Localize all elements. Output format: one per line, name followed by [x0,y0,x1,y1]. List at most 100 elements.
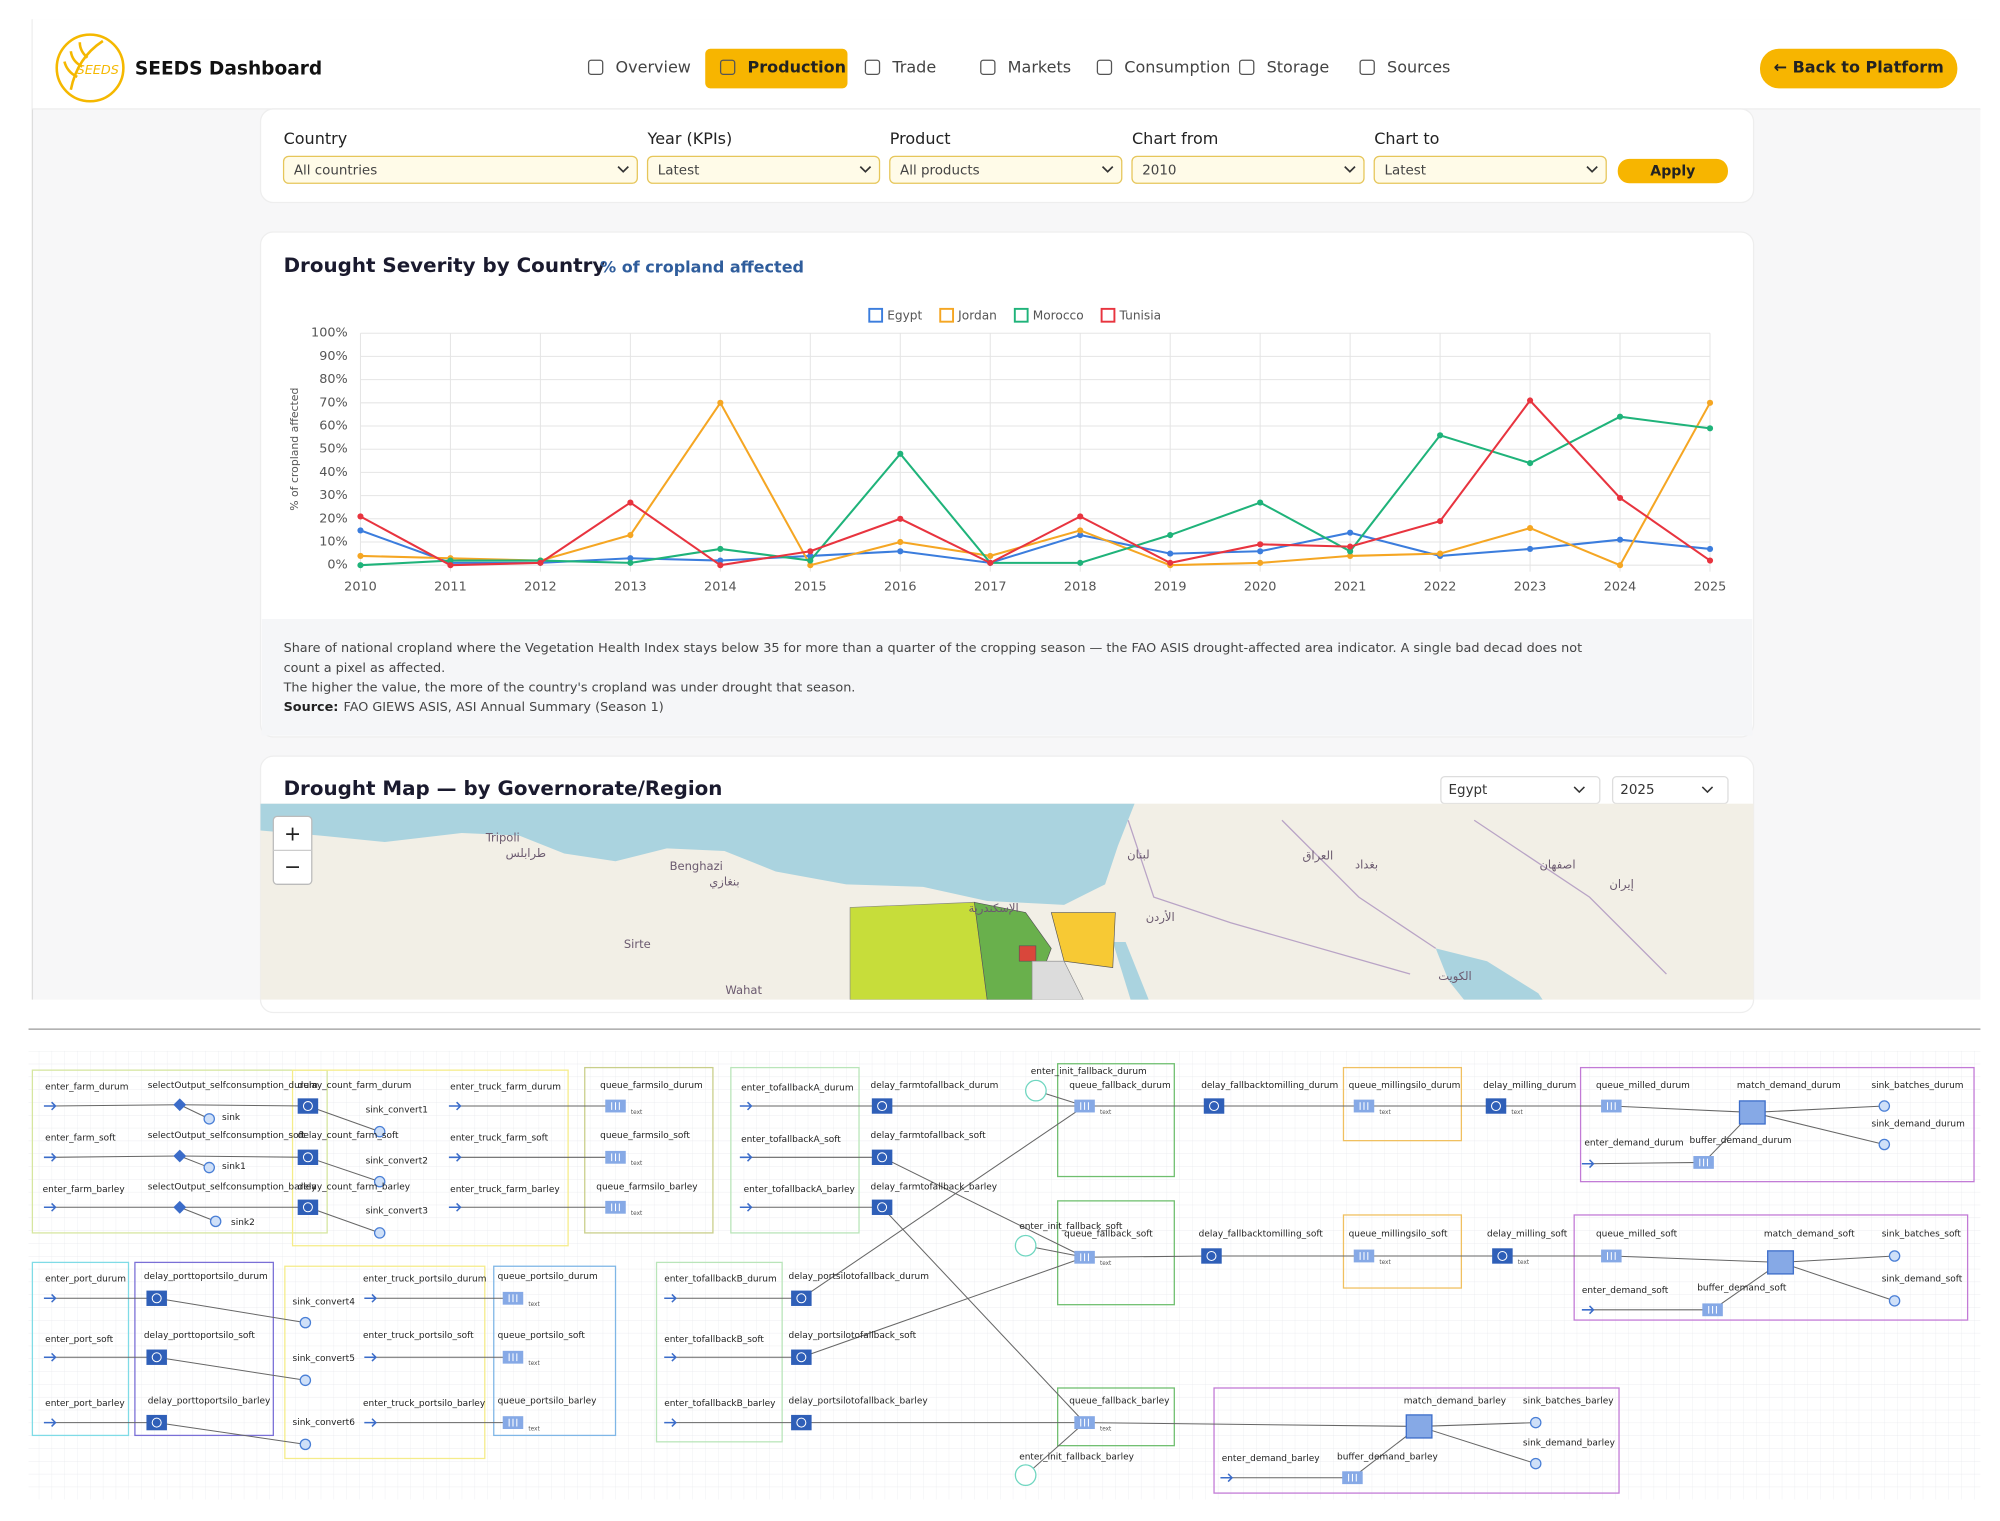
group-box [1057,1387,1175,1447]
node-label: queue_millingsilo_soft [1349,1230,1448,1240]
node-label: sink_demand_soft [1882,1275,1963,1285]
data-point [1616,536,1624,543]
delay-clock [302,1152,313,1163]
queue-slots [1606,1252,1616,1260]
nav-item[interactable]: Production [748,57,847,76]
map-region [1050,912,1116,968]
filter-select[interactable] [889,155,1123,184]
queue-slots [611,1153,620,1162]
delay-clock [151,1417,162,1428]
data-point [897,538,904,546]
data-point [537,559,544,566]
sink-node [299,1374,312,1387]
x-tick-label: 2011 [434,579,467,594]
x-tick-label: 2017 [974,579,1007,594]
delay-clock [302,1101,313,1112]
nav-item[interactable]: Trade [891,57,936,76]
node-label: enter_tofallbackA_soft [741,1135,841,1145]
node-label: enter_tofallbackB_barley [664,1399,776,1409]
node-label: enter_farm_soft [45,1134,116,1144]
node-label: delay_fallbacktomilling_soft [1199,1230,1324,1240]
map-label: اصفهان [1539,858,1575,872]
back-button-bg[interactable] [1760,48,1958,89]
node-note: text [631,1161,643,1167]
apply-button-bg[interactable] [1617,158,1728,184]
group-box [1057,1200,1175,1306]
group-box [31,1069,328,1234]
node-label: match_demand_durum [1737,1081,1841,1091]
node-label: queue_farmsilo_soft [600,1131,690,1141]
connector [156,1422,306,1445]
nav-item[interactable]: Storage [1267,57,1330,76]
x-tick-label: 2024 [1604,579,1637,594]
zoom-in[interactable]: + [284,821,301,845]
nav-item[interactable]: Markets [1008,57,1071,76]
data-point [357,527,364,534]
data-point [627,559,634,566]
source-node [364,1293,377,1303]
chart-note-line: count a pixel as affected. [284,661,446,676]
delay-node [1201,1248,1222,1264]
back-button[interactable]: ← Back to Platform [1774,57,1944,76]
apply-button[interactable]: Apply [1650,164,1695,180]
filter-select[interactable] [1373,155,1607,184]
data-point [1257,548,1264,555]
sink-node [1529,1457,1542,1470]
nav-item[interactable]: Consumption [1124,57,1230,76]
delay-clock [151,1352,162,1363]
delay-clock [877,1202,888,1213]
x-tick-label: 2023 [1514,579,1547,594]
source-node [664,1418,677,1427]
node-label: queue_portsilo_barley [498,1396,597,1406]
zoom-out[interactable]: − [284,855,301,879]
x-tick-label: 2018 [1064,579,1097,594]
y-tick-label: 60% [319,419,347,434]
node-label: enter_farm_barley [43,1185,126,1195]
node-label: delay_portsilotofallback_durum [789,1272,929,1282]
node-label: buffer_demand_barley [1337,1453,1438,1463]
data-point [1616,562,1624,569]
filter-select[interactable] [646,155,881,184]
data-point [1347,543,1354,550]
init-node [1014,1234,1037,1257]
node-label: delay_porttoportsilo_durum [144,1272,268,1282]
node-label: sink_batches_barley [1523,1396,1614,1406]
node-label: enter_truck_farm_barley [450,1185,560,1195]
map-region [1018,945,1037,962]
data-point [1437,432,1444,439]
source-node [448,1152,462,1162]
data-point [1347,548,1354,555]
connector [307,1156,380,1183]
logo-wheat [63,39,104,90]
match-node [1738,1100,1766,1125]
filter-label: Product [890,129,951,148]
init-node [1024,1079,1047,1102]
node-label: delay_portsilotofallback_barley [789,1396,929,1406]
data-point [447,562,454,569]
node-label: queue_farmsilo_durum [600,1081,703,1091]
data-point [807,562,814,569]
node-note: text [1100,1110,1112,1116]
connector [1611,1105,1753,1113]
connector [1025,1422,1085,1476]
node-note: text [631,1211,643,1217]
filter-select[interactable] [1131,155,1365,184]
sink-node [373,1227,386,1239]
connector [1780,1255,1895,1263]
legend-swatch [868,307,884,323]
series-line [360,415,1711,567]
nav-item[interactable]: Sources [1387,57,1450,76]
source-node [1581,1305,1595,1315]
nav-icon [719,59,736,75]
delay-node [871,1149,893,1165]
delay-clock [796,1352,807,1363]
delay-node [1492,1248,1513,1264]
node-label: delay_count_farm_soft [298,1131,399,1141]
source-node [43,1101,57,1111]
filter-select[interactable] [282,155,638,184]
node-label: enter_farm_durum [45,1082,128,1092]
sink-node [1529,1416,1542,1429]
data-point [627,555,634,562]
nav-item[interactable]: Overview [616,57,691,76]
node-label: delay_farmtofallback_durum [871,1081,999,1091]
